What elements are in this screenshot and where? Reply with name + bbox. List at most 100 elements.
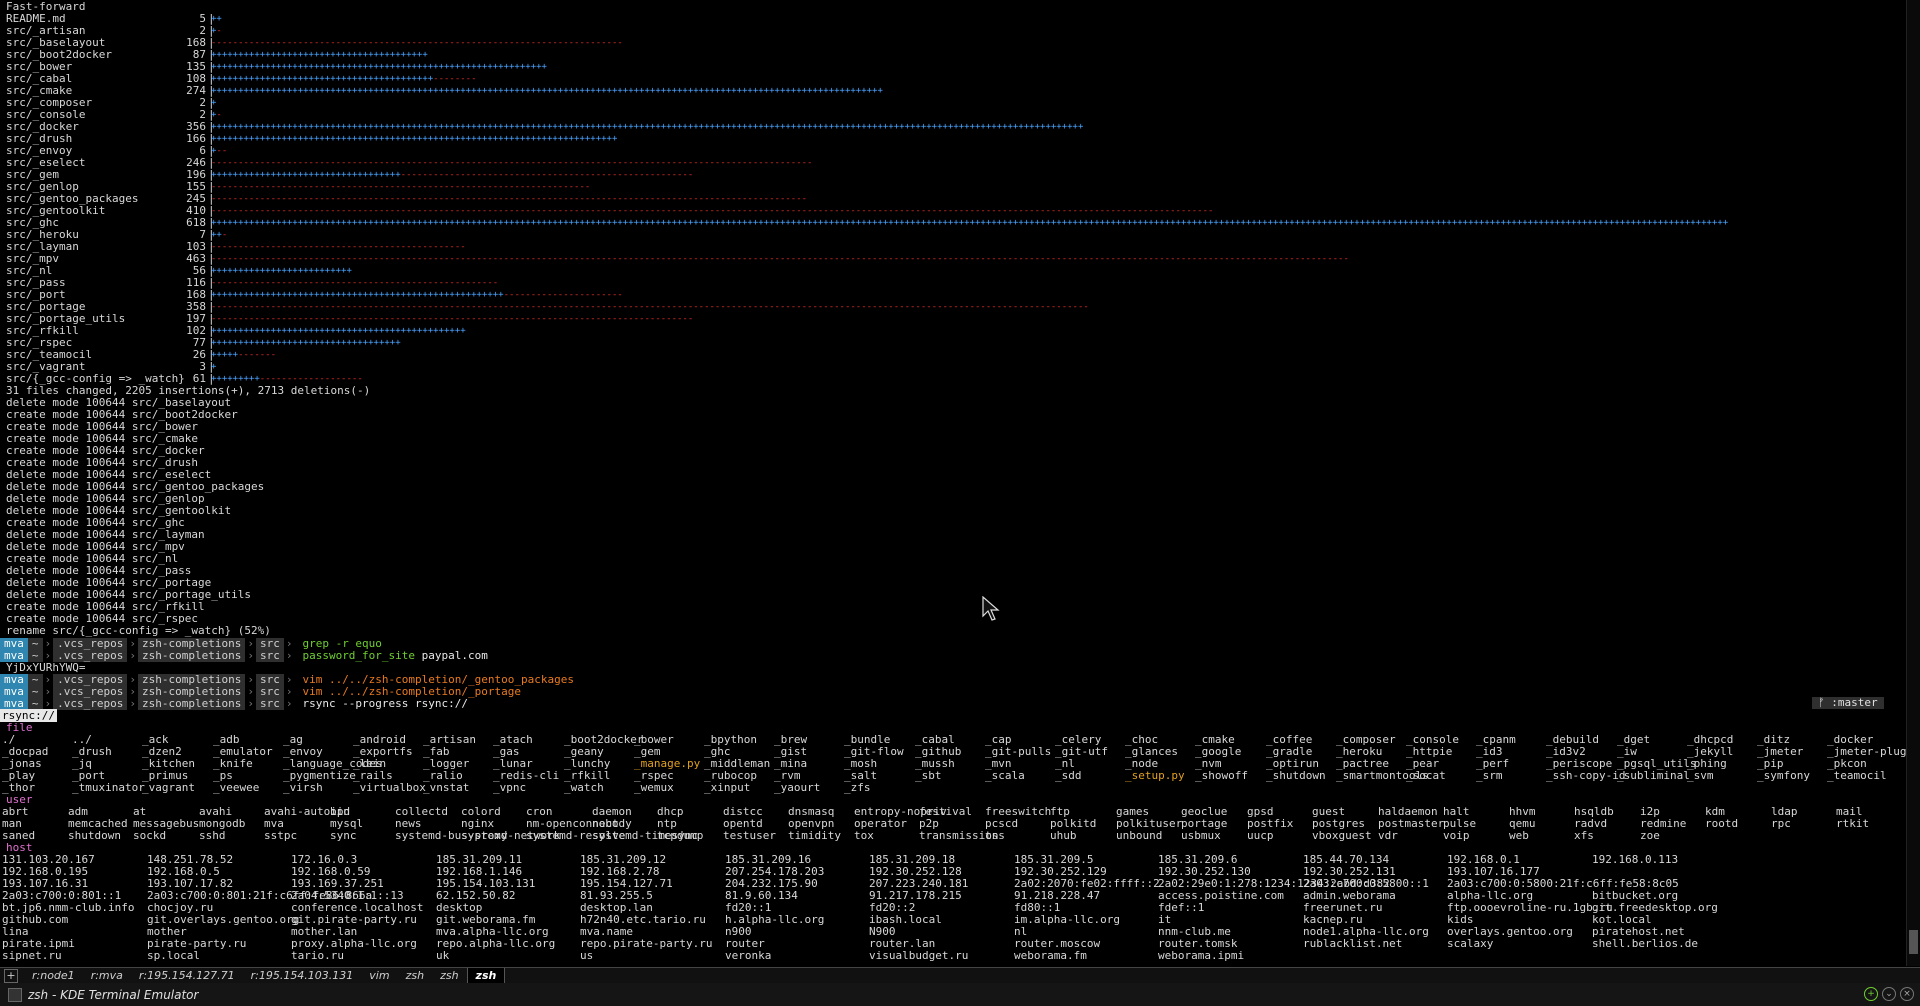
completion-file-item[interactable]: _cpanm <box>1476 733 1516 746</box>
completion-host-item[interactable]: desktop.lan <box>580 901 653 914</box>
completion-file-item[interactable]: _salt <box>844 769 878 782</box>
completion-file-item[interactable]: _subliminal <box>1617 769 1690 782</box>
completion-user-item[interactable]: daemon <box>592 805 632 818</box>
terminal-tab[interactable]: zsh <box>466 967 506 984</box>
completion-host-item[interactable]: fd80::1 <box>1014 901 1061 914</box>
completion-user-item[interactable]: kdm <box>1705 805 1725 818</box>
completion-file-item[interactable]: _srm <box>1476 769 1503 782</box>
current-input-line[interactable]: rsync:// <box>0 709 57 722</box>
completion-file-item[interactable]: _mvn <box>985 757 1012 770</box>
completion-file-item[interactable]: _virtualbox <box>353 781 426 794</box>
completion-host-item[interactable]: 192.30.252.128 <box>869 865 962 878</box>
terminal-scrollbar[interactable] <box>1906 0 1920 966</box>
completion-user-item[interactable]: ntp <box>657 817 677 830</box>
completion-host-item[interactable]: 192.168.0.113 <box>1592 853 1679 866</box>
completion-file-item[interactable]: _dzen2 <box>142 745 182 758</box>
completion-host-item[interactable]: freerunet.ru <box>1303 901 1383 914</box>
completion-host-item[interactable]: router.tomsk <box>1158 937 1238 950</box>
new-tab-button[interactable]: + <box>4 968 18 983</box>
completion-host-item[interactable]: bitbucket.org <box>1592 889 1679 902</box>
completion-user-item[interactable]: xfs <box>1574 829 1594 842</box>
completion-user-item[interactable]: pcscd <box>985 817 1019 830</box>
completion-host-item[interactable]: 185.31.209.6 <box>1158 853 1238 866</box>
completion-file-item[interactable]: _docpad <box>2 745 49 758</box>
completion-host-item[interactable]: bt.jp6.nmm-club.info <box>2 901 135 914</box>
completion-file-item[interactable]: _scala <box>985 769 1025 782</box>
completion-file-item[interactable]: _google <box>1195 745 1242 758</box>
completion-host-item[interactable]: 2a03:c700:0:5800:21f:c6ff:fe58:8c05 <box>1447 877 1679 890</box>
completion-file-item[interactable]: _ralio <box>423 769 463 782</box>
completion-host-item[interactable]: 192.168.0.5 <box>147 865 220 878</box>
completion-user-item[interactable]: sshd <box>199 829 226 842</box>
completion-file-item[interactable]: _gradle <box>1266 745 1313 758</box>
completion-host-item[interactable]: n900 <box>725 925 752 938</box>
completion-user-item[interactable]: postgres <box>1312 817 1365 830</box>
completion-host-item[interactable]: 207.223.240.181 <box>869 877 969 890</box>
completion-file-item[interactable]: _xinput <box>704 781 751 794</box>
terminal-tab[interactable]: r:mva <box>90 968 123 982</box>
completion-user-item[interactable]: guest <box>1312 805 1346 818</box>
completion-file-item[interactable]: _ghc <box>704 745 731 758</box>
completion-file-item[interactable]: _manage.py <box>634 757 701 770</box>
completion-host-item[interactable]: mva.alpha-llc.org <box>436 925 549 938</box>
completion-user-item[interactable]: nginx <box>461 817 495 830</box>
completion-file-item[interactable]: _rfkill <box>564 769 611 782</box>
completion-host-item[interactable]: node1.alpha-llc.org <box>1303 925 1429 938</box>
completion-file-item[interactable]: _cmake <box>1195 733 1235 746</box>
completion-host-item[interactable]: 185.31.209.18 <box>869 853 956 866</box>
completion-file-item[interactable]: _pear <box>1406 757 1440 770</box>
completion-host-item[interactable]: lina <box>2 925 29 938</box>
completion-file-item[interactable]: _jonas <box>2 757 42 770</box>
completion-host-item[interactable]: 2a03:c700:0:801:21f:c6ff:fe86:866a <box>147 889 373 902</box>
completion-user-item[interactable]: ftp <box>1050 805 1070 818</box>
completion-file-item[interactable]: _ditz <box>1757 733 1791 746</box>
terminal-tab[interactable]: r:195.154.103.131 <box>250 968 354 982</box>
completion-host-item[interactable]: repo.pirate-party.ru <box>580 937 713 950</box>
completion-file-item[interactable]: _primus <box>142 769 189 782</box>
completion-host-item[interactable]: shell.berlios.de <box>1592 937 1698 950</box>
completion-host-item[interactable]: 148.251.78.52 <box>147 853 234 866</box>
terminal-tab[interactable]: r:node1 <box>32 968 75 982</box>
completion-host-item[interactable]: mother <box>147 925 187 938</box>
completion-user-item[interactable]: i2p <box>1640 805 1660 818</box>
completion-file-item[interactable]: _jekyll <box>1687 745 1734 758</box>
completion-user-item[interactable]: pulse <box>1443 817 1477 830</box>
completion-host-item[interactable]: 192.168.2.78 <box>580 865 660 878</box>
completion-file-item[interactable]: _gas <box>493 745 520 758</box>
completion-user-item[interactable]: portage <box>1181 817 1228 830</box>
maximize-button[interactable]: ⌄ <box>1882 987 1896 1001</box>
completion-user-item[interactable]: messagebus <box>133 817 200 830</box>
completion-file-item[interactable]: _wemux <box>634 781 674 794</box>
completion-file-item[interactable]: _rvm <box>774 769 801 782</box>
completion-user-item[interactable]: testuser <box>723 829 776 842</box>
completion-host-item[interactable]: ibash.local <box>869 913 942 926</box>
completion-file-item[interactable]: _mina <box>774 757 808 770</box>
completion-host-item[interactable]: alpha-llc.org <box>1447 889 1534 902</box>
completion-file-item[interactable]: _dhcpcd <box>1687 733 1734 746</box>
completion-file-item[interactable]: _brew <box>774 733 808 746</box>
completion-user-item[interactable]: systemd-timesync <box>592 829 698 842</box>
completion-user-item[interactable]: systemd-bus-proxy <box>395 829 508 842</box>
completion-host-item[interactable]: 195.154.127.71 <box>580 877 673 890</box>
completion-file-item[interactable]: _pygmentize <box>283 769 356 782</box>
completion-user-item[interactable]: polkitd <box>1050 817 1097 830</box>
completion-file-item[interactable]: _artisan <box>423 733 476 746</box>
completion-user-item[interactable]: voip <box>1443 829 1470 842</box>
completion-user-item[interactable]: abrt <box>2 805 29 818</box>
completion-file-item[interactable]: _socat <box>1406 769 1446 782</box>
completion-file-item[interactable]: _pip <box>1757 757 1784 770</box>
completion-file-item[interactable]: _adb <box>213 733 240 746</box>
completion-host-item[interactable]: router.lan <box>869 937 936 950</box>
completion-file-item[interactable]: _boot2docker <box>564 733 644 746</box>
close-button[interactable]: × <box>1900 987 1914 1001</box>
completion-user-item[interactable]: colord <box>461 805 501 818</box>
completion-host-item[interactable]: 192.30.252.131 <box>1303 865 1396 878</box>
completion-host-item[interactable]: ftp.oooevroline-ru.1gb.ru <box>1447 901 1613 914</box>
completion-file-item[interactable]: _git-pulls <box>985 745 1052 758</box>
completion-file-item[interactable]: _pactree <box>1336 757 1389 770</box>
completion-user-item[interactable]: ldap <box>1771 805 1798 818</box>
completion-host-item[interactable]: kacnep.ru <box>1303 913 1363 926</box>
completion-host-item[interactable]: overlays.gentoo.org <box>1447 925 1573 938</box>
completion-file-item[interactable]: _exportfs <box>353 745 413 758</box>
completion-host-item[interactable]: mother.lan <box>291 925 358 938</box>
